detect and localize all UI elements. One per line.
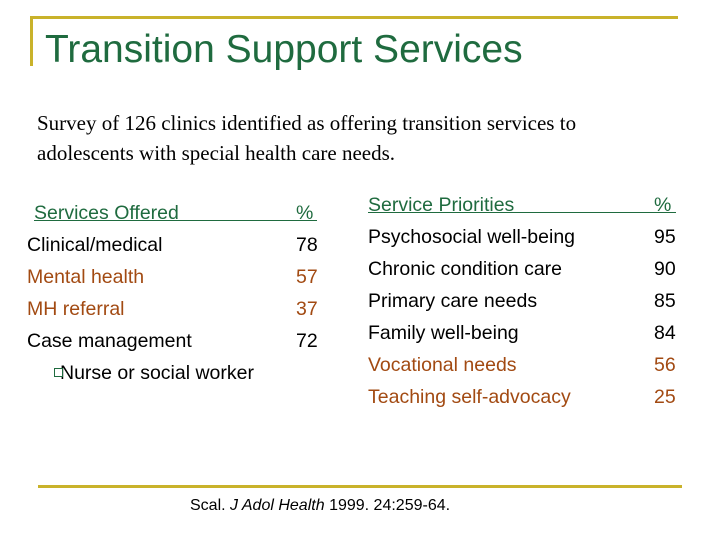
- priority-pct-psychosocial: 95: [654, 226, 676, 248]
- citation-journal: J Adol Health: [230, 497, 325, 514]
- priority-pct-family: 84: [654, 322, 676, 344]
- services-offered-pcts: % 78 57 37 72: [296, 197, 318, 357]
- priority-label-chronic: Chronic condition care: [368, 258, 563, 280]
- service-pct-mh-referral: 37: [296, 298, 318, 320]
- priority-label-family: Family well-being: [368, 322, 519, 344]
- top-accent-rule: [30, 16, 678, 19]
- priority-label-primary-care: Primary care needs: [368, 290, 538, 312]
- service-label-case-management: Case management: [27, 330, 192, 352]
- service-priorities-header: Service Priorities: [368, 194, 515, 216]
- intro-text: Survey of 126 clinics identified as offe…: [37, 111, 577, 165]
- priority-pct-self-advocacy: 25: [654, 386, 676, 408]
- slide-title: Transition Support Services: [45, 28, 523, 71]
- service-label-clinical: Clinical/medical: [27, 234, 163, 256]
- priority-pct-chronic: 90: [654, 258, 676, 280]
- citation-author: Scal.: [190, 497, 226, 514]
- priority-pct-vocational: 56: [654, 354, 676, 376]
- service-sub-item-label: Nurse or social worker: [60, 362, 254, 384]
- priority-label-psychosocial: Psychosocial well-being: [368, 226, 576, 248]
- priority-label-self-advocacy: Teaching self-advocacy: [368, 386, 571, 408]
- service-priorities-labels: Service Priorities Psychosocial well-bei…: [368, 189, 575, 413]
- services-offered-header-underline: [34, 220, 317, 221]
- citation: Scal. J Adol Health 1999. 24:259-64.: [190, 497, 450, 515]
- services-offered-labels: Services Offered Clinical/medical Mental…: [27, 197, 254, 389]
- square-bullet-icon: [54, 368, 63, 377]
- priority-pct-primary-care: 85: [654, 290, 676, 312]
- service-sub-item: Nurse or social worker: [27, 357, 254, 389]
- services-offered-header: Services Offered: [34, 202, 179, 224]
- service-label-mental-health: Mental health: [27, 266, 145, 288]
- service-label-mh-referral: MH referral: [27, 298, 125, 320]
- service-pct-clinical: 78: [296, 234, 318, 256]
- service-pct-case-management: 72: [296, 330, 318, 352]
- services-offered-pct-header: %: [296, 202, 314, 224]
- service-priorities-pct-header: %: [654, 194, 672, 216]
- left-accent-rule: [30, 16, 33, 66]
- citation-details: 1999. 24:259-64.: [329, 497, 451, 514]
- service-priorities-pcts: % 95 90 85 84 56 25: [654, 189, 676, 413]
- service-pct-mental-health: 57: [296, 266, 318, 288]
- bottom-accent-rule: [38, 485, 682, 488]
- priority-label-vocational: Vocational needs: [368, 354, 517, 376]
- service-priorities-header-underline: [368, 212, 676, 213]
